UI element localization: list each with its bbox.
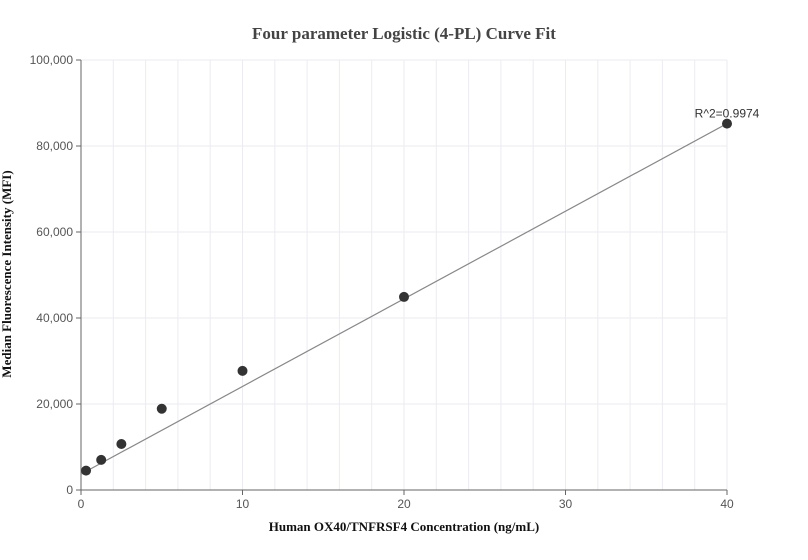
y-tick-label: 60,000 bbox=[36, 225, 73, 239]
y-tick-label: 0 bbox=[66, 483, 73, 497]
data-point bbox=[237, 365, 248, 376]
y-tick-label: 100,000 bbox=[30, 53, 74, 67]
x-axis-title: Human OX40/TNFRSF4 Concentration (ng/mL) bbox=[269, 519, 539, 534]
data-point bbox=[96, 454, 107, 465]
data-point bbox=[156, 403, 167, 414]
r-squared-annotation: R^2=0.9974 bbox=[695, 107, 760, 121]
data-point bbox=[399, 291, 409, 302]
x-tick-label: 20 bbox=[397, 497, 411, 511]
y-tick-label: 20,000 bbox=[36, 397, 73, 411]
x-tick-label: 30 bbox=[559, 497, 573, 511]
x-tick-label: 40 bbox=[720, 497, 734, 511]
y-axis-title: Median Fluorescence Intensity (MFI) bbox=[0, 170, 14, 377]
data-point bbox=[81, 465, 92, 476]
data-point bbox=[722, 118, 732, 129]
data-point bbox=[116, 438, 127, 449]
grid bbox=[80, 59, 728, 491]
data-points bbox=[81, 118, 732, 476]
tick-labels: 0 20,000 40,000 60,000 80,000 100,000 0 10 20 30 4… bbox=[30, 53, 734, 511]
x-tick-label: 10 bbox=[236, 497, 250, 511]
axes bbox=[76, 59, 728, 495]
chart-title: Four parameter Logistic (4-PL) Curve Fit bbox=[252, 24, 556, 43]
y-tick-label: 40,000 bbox=[36, 311, 73, 325]
y-tick-label: 80,000 bbox=[36, 139, 73, 153]
x-tick-label: 0 bbox=[78, 497, 85, 511]
